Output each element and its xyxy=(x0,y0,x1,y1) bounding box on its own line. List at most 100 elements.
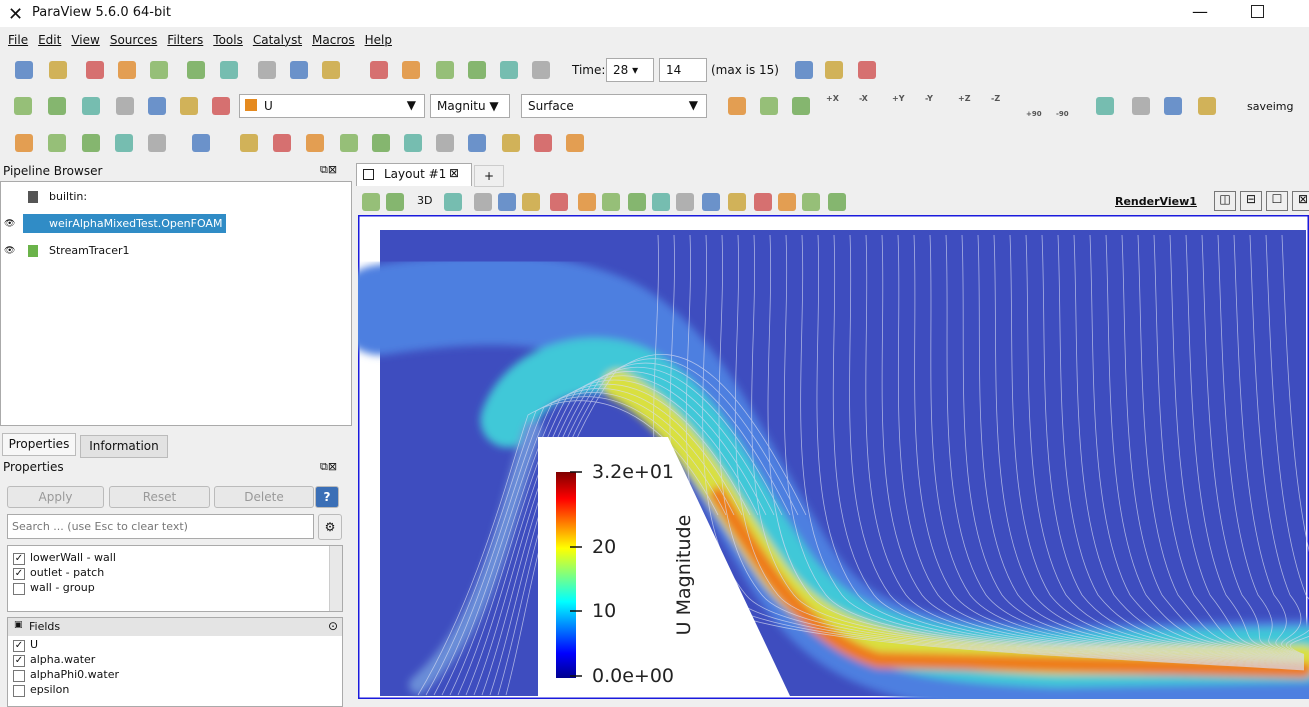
toolbar-icon[interactable] xyxy=(386,193,404,211)
checkbox[interactable] xyxy=(13,670,25,682)
toolbar-icon[interactable] xyxy=(468,134,486,152)
toolbar-icon[interactable] xyxy=(534,134,552,152)
toolbar-icon[interactable] xyxy=(150,61,168,79)
menu-item[interactable]: Help xyxy=(364,33,392,47)
menu-item[interactable]: Tools xyxy=(213,33,243,47)
checkbox[interactable]: ✓ xyxy=(13,553,25,565)
toolbar-icon[interactable] xyxy=(474,193,492,211)
list-item[interactable]: alpha.water xyxy=(30,653,96,666)
new-tab[interactable]: + xyxy=(474,165,504,187)
checkbox[interactable]: ✓ xyxy=(13,640,25,652)
menu-item[interactable]: File xyxy=(8,33,29,47)
toolbar-icon[interactable] xyxy=(628,193,646,211)
pipeline-item[interactable]: weirAlphaMixedTest.OpenFOAM xyxy=(23,214,227,233)
time-combo[interactable]: 28 ▾ xyxy=(606,58,654,82)
toolbar-icon[interactable] xyxy=(858,61,876,79)
toolbar-icon[interactable] xyxy=(602,193,620,211)
toolbar-icon[interactable] xyxy=(322,61,340,79)
toolbar-icon[interactable] xyxy=(306,134,324,152)
pipeline-item[interactable]: builtin: xyxy=(49,190,88,203)
toolbar-icon[interactable] xyxy=(652,193,670,211)
view-name[interactable]: RenderView1 xyxy=(1115,195,1197,208)
list-item[interactable]: outlet - patch xyxy=(30,566,105,579)
toolbar-icon[interactable] xyxy=(402,61,420,79)
toolbar-icon[interactable] xyxy=(1164,97,1182,115)
toolbar-icon[interactable] xyxy=(82,134,100,152)
menu-item[interactable]: Sources xyxy=(109,33,158,47)
visibility-eye[interactable]: 👁 xyxy=(4,246,16,256)
toolbar-icon[interactable] xyxy=(1132,97,1150,115)
toolbar-icon[interactable] xyxy=(290,61,308,79)
toolbar-icon[interactable] xyxy=(340,134,358,152)
toolbar-icon[interactable] xyxy=(14,97,32,115)
menu-item[interactable]: Edit xyxy=(38,33,62,47)
list-item[interactable]: epsilon xyxy=(30,683,70,696)
camera-button-label[interactable]: +90 xyxy=(1026,110,1042,118)
camera-button-label[interactable]: -X xyxy=(859,94,868,103)
toolbar-icon[interactable] xyxy=(498,193,516,211)
checkbox[interactable] xyxy=(13,583,25,595)
toolbar-icon[interactable] xyxy=(468,61,486,79)
toolbar-icon[interactable] xyxy=(372,134,390,152)
toolbar-icon[interactable] xyxy=(49,61,67,79)
toolbar-icon[interactable] xyxy=(15,61,33,79)
advanced-toggle[interactable]: ⚙ xyxy=(318,514,342,540)
toolbar-icon[interactable] xyxy=(86,61,104,79)
checkbox[interactable] xyxy=(13,685,25,697)
toolbar-icon[interactable] xyxy=(192,134,210,152)
toolbar-icon[interactable] xyxy=(148,134,166,152)
toolbar-icon[interactable] xyxy=(676,193,694,211)
toolbar-icon[interactable] xyxy=(825,61,843,79)
camera-button-label[interactable]: +Z xyxy=(958,94,971,103)
visibility-eye[interactable]: 👁 xyxy=(4,219,16,229)
toolbar-icon[interactable] xyxy=(362,193,380,211)
menu-item[interactable]: Catalyst xyxy=(252,33,303,47)
toolbar-icon[interactable] xyxy=(802,193,820,211)
component-combo[interactable]: Magnitu ▼ xyxy=(430,94,510,118)
toolbar-icon[interactable] xyxy=(258,61,276,79)
toolbar-icon[interactable] xyxy=(1198,97,1216,115)
render-view[interactable]: 3.2e+01 20 10 0.0e+00 U Magnitude xyxy=(358,215,1309,699)
toolbar-icon[interactable] xyxy=(578,193,596,211)
toolbar-icon[interactable] xyxy=(566,134,584,152)
menu-item[interactable]: View xyxy=(71,33,100,47)
toolbar-icon[interactable] xyxy=(444,193,462,211)
toolbar-icon[interactable] xyxy=(48,97,66,115)
toolbar-icon[interactable] xyxy=(754,193,772,211)
toolbar-icon[interactable] xyxy=(220,61,238,79)
toolbar-icon[interactable] xyxy=(828,193,846,211)
camera-button-label[interactable]: -Z xyxy=(991,94,1001,103)
menu-item[interactable]: Macros xyxy=(312,33,355,47)
toolbar-icon[interactable] xyxy=(118,61,136,79)
search-box[interactable]: Search ... (use Esc to clear text) xyxy=(7,514,314,539)
toolbar-icon[interactable] xyxy=(240,134,258,152)
list-item[interactable]: lowerWall - wall xyxy=(30,551,116,564)
toolbar-icon[interactable] xyxy=(792,97,810,115)
toolbar-icon[interactable] xyxy=(702,193,720,211)
toolbar-icon[interactable] xyxy=(273,134,291,152)
toolbar-icon[interactable] xyxy=(404,134,422,152)
toolbar-icon[interactable] xyxy=(212,97,230,115)
property-button[interactable]: Reset xyxy=(109,486,210,508)
toolbar-icon[interactable] xyxy=(550,193,568,211)
property-button[interactable]: ? xyxy=(315,486,339,508)
view-mode-button[interactable]: 3D xyxy=(417,194,433,207)
saveimg-button[interactable]: saveimg xyxy=(1247,100,1294,113)
list-item[interactable]: alphaPhi0.water xyxy=(30,668,119,681)
array-combo[interactable]: U ▼ xyxy=(239,94,425,118)
list-item[interactable]: U xyxy=(30,638,39,651)
toolbar-icon[interactable] xyxy=(370,61,388,79)
toolbar-icon[interactable] xyxy=(778,193,796,211)
checkbox[interactable]: ✓ xyxy=(13,568,25,580)
toolbar-icon[interactable] xyxy=(502,134,520,152)
toolbar-icon[interactable] xyxy=(500,61,518,79)
toolbar-icon[interactable] xyxy=(48,134,66,152)
list-item[interactable]: wall - group xyxy=(30,581,95,594)
toolbar-icon[interactable] xyxy=(148,97,166,115)
property-button[interactable]: Delete xyxy=(214,486,314,508)
representation-combo[interactable]: Surface ▼ xyxy=(521,94,707,118)
toolbar-icon[interactable] xyxy=(728,193,746,211)
checkbox[interactable]: ✓ xyxy=(13,655,25,667)
layout-tab[interactable]: Layout #1 ⊠ xyxy=(356,163,472,186)
camera-button-label[interactable]: +X xyxy=(826,94,839,103)
